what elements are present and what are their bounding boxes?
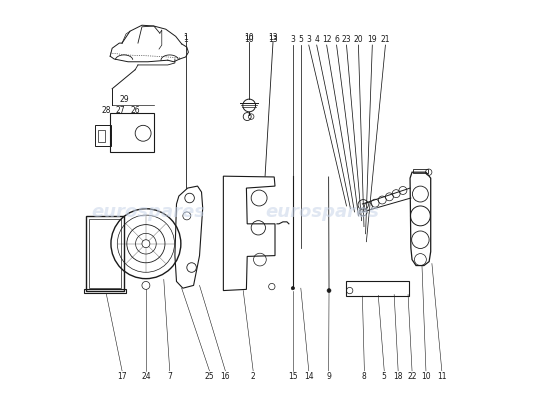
Text: 16: 16 — [221, 372, 230, 381]
Text: eurospares: eurospares — [266, 203, 379, 221]
Text: 22: 22 — [408, 372, 417, 381]
Bar — [98, 130, 106, 142]
Text: 5: 5 — [299, 35, 303, 44]
Text: 21: 21 — [381, 35, 390, 44]
Text: 10: 10 — [244, 33, 254, 42]
Text: 2: 2 — [251, 372, 256, 381]
Text: 19: 19 — [367, 35, 377, 44]
Text: 7: 7 — [167, 372, 172, 381]
Text: 27: 27 — [116, 106, 125, 115]
Text: 13: 13 — [268, 35, 278, 44]
Text: 3: 3 — [290, 35, 295, 44]
Bar — [90, 219, 121, 288]
Text: 11: 11 — [437, 372, 447, 381]
Bar — [86, 216, 124, 291]
Bar — [110, 113, 154, 152]
Text: 12: 12 — [322, 35, 332, 44]
Text: 6: 6 — [334, 35, 339, 44]
Bar — [413, 169, 428, 173]
Text: 17: 17 — [117, 372, 127, 381]
Text: 9: 9 — [326, 372, 331, 381]
Text: 14: 14 — [304, 372, 314, 381]
Bar — [84, 288, 126, 293]
Bar — [96, 124, 111, 146]
Text: 4: 4 — [314, 35, 319, 44]
Text: 20: 20 — [354, 35, 363, 44]
Text: 10: 10 — [421, 372, 431, 381]
Text: 23: 23 — [342, 35, 351, 44]
Text: 8: 8 — [362, 372, 367, 381]
Text: 3: 3 — [306, 35, 311, 44]
Circle shape — [327, 288, 331, 292]
Bar — [346, 281, 409, 296]
Text: 15: 15 — [288, 372, 298, 381]
Circle shape — [292, 286, 294, 290]
Text: 1: 1 — [183, 35, 188, 44]
Text: 13: 13 — [268, 33, 278, 42]
Text: 25: 25 — [205, 372, 214, 381]
Text: 26: 26 — [130, 106, 140, 115]
Text: 24: 24 — [141, 372, 151, 381]
Text: eurospares: eurospares — [91, 203, 205, 221]
Text: 10: 10 — [244, 35, 254, 44]
Text: 28: 28 — [101, 106, 111, 115]
Text: 18: 18 — [393, 372, 403, 381]
Text: 1: 1 — [183, 33, 188, 42]
Text: 29: 29 — [119, 95, 129, 104]
Text: 5: 5 — [382, 372, 387, 381]
